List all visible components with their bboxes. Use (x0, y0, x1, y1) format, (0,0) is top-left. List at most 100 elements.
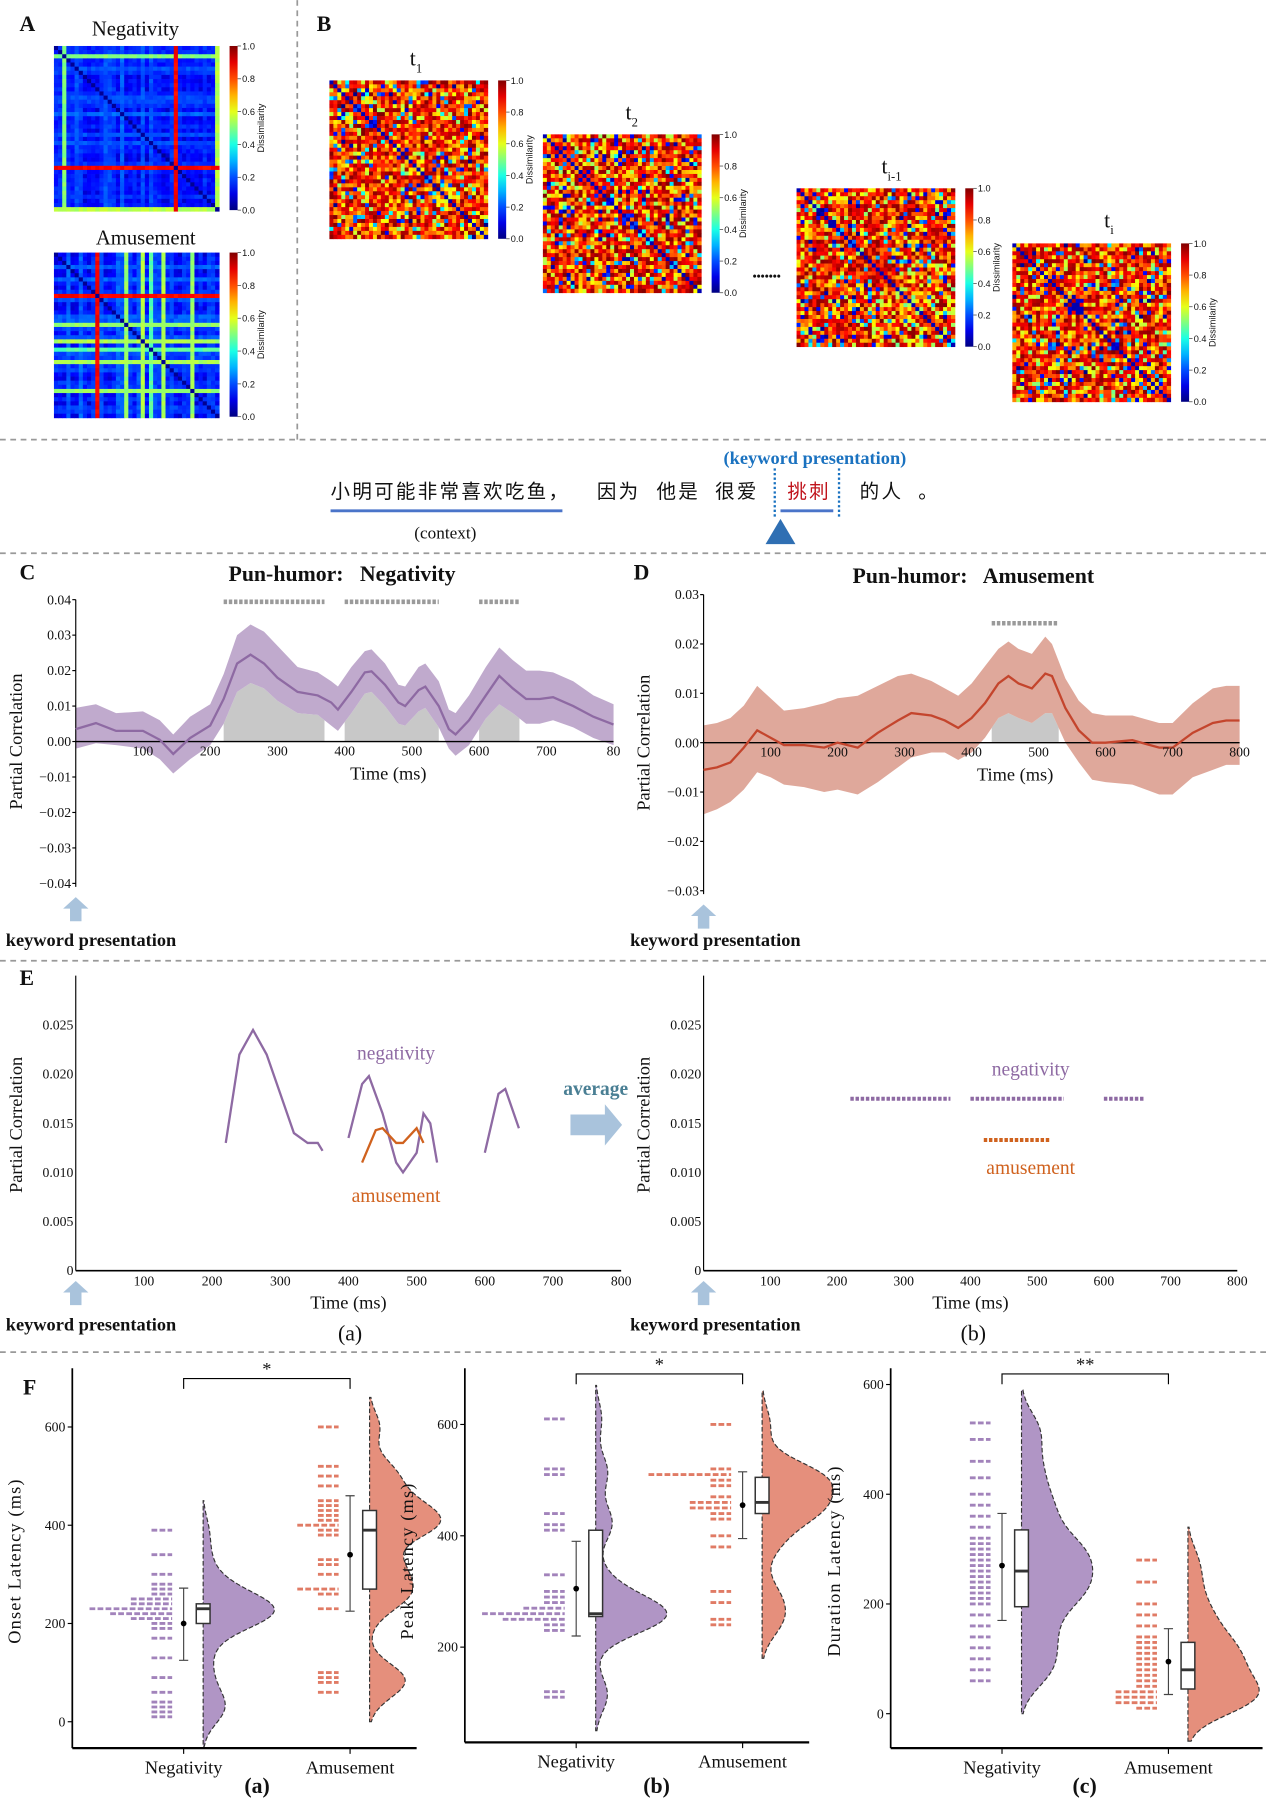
heatmap-cell (165, 347, 170, 353)
heatmap-cell (91, 318, 96, 324)
heatmap-cell (665, 134, 670, 139)
heatmap-cell (202, 124, 208, 129)
heatmap-cell (78, 318, 84, 324)
heatmap-cell (99, 62, 104, 67)
heatmap-cell (468, 100, 473, 105)
heatmap-cell (103, 397, 109, 402)
heatmap-cell (144, 153, 150, 158)
heatmap-cell (468, 199, 473, 204)
heatmap-cell (542, 138, 548, 143)
heatmap-cell (82, 128, 88, 134)
heatmap-cell (87, 289, 92, 295)
heatmap-cell (483, 104, 489, 109)
heatmap-cell (66, 112, 71, 117)
heatmap-cell (103, 95, 109, 101)
heatmap-cell (210, 149, 216, 154)
heatmap-cell (124, 178, 129, 183)
heatmap-cell (157, 50, 162, 55)
heatmap-cell (582, 146, 587, 151)
heatmap-cell (128, 145, 133, 150)
heatmap-cell (372, 100, 378, 105)
heatmap-cell (408, 215, 413, 220)
heatmap-cell (384, 116, 390, 121)
heatmap-cell (53, 91, 59, 96)
heatmap-cell (408, 179, 413, 184)
heatmap-cell (173, 347, 179, 353)
heatmap-cell (157, 388, 162, 394)
heatmap-cell (468, 203, 473, 208)
heatmap-cell (74, 355, 80, 361)
heatmap-cell (578, 134, 583, 139)
heatmap-cell (169, 45, 175, 51)
heatmap-cell (173, 264, 179, 270)
heatmap-cell (456, 203, 461, 208)
heatmap-cell (384, 112, 390, 117)
heatmap-cell (132, 364, 137, 369)
heatmap-cell (345, 88, 350, 93)
heatmap-cell (95, 174, 100, 179)
heatmap-cell (58, 190, 63, 196)
heatmap-cell (380, 100, 386, 105)
heatmap-cell (161, 132, 166, 138)
heatmap-cell (182, 70, 187, 76)
heatmap-cell (388, 120, 394, 125)
heatmap-cell (148, 289, 154, 295)
heatmap-cell (190, 322, 195, 328)
heatmap-cell (82, 331, 88, 336)
heatmap-cell (456, 195, 461, 200)
heatmap-cell (456, 127, 461, 133)
heatmap-cell (140, 397, 146, 402)
heatmap-cell (337, 151, 342, 156)
heatmap-cell (464, 104, 469, 109)
heatmap-cell (198, 409, 204, 415)
heatmap-cell (471, 80, 477, 85)
heatmap-cell (428, 195, 433, 200)
heatmap-cell (111, 372, 117, 377)
heatmap-cell (210, 306, 216, 311)
heatmap-cell (53, 298, 59, 303)
heatmap-cell (157, 45, 162, 51)
heatmap-cell (194, 393, 199, 398)
heatmap-cell (424, 108, 429, 113)
heatmap-cell (165, 202, 170, 208)
heatmap-cell (136, 136, 142, 142)
heatmap-cell (420, 203, 425, 208)
heatmap-cell (436, 163, 441, 168)
heatmap-cell (432, 143, 437, 149)
heatmap-cell (380, 112, 386, 117)
heatmap-cell (456, 108, 461, 113)
heatmap-cell (107, 66, 113, 72)
heatmap-cell (471, 88, 477, 93)
heatmap-cell (153, 145, 158, 150)
heatmap-cell (452, 230, 457, 236)
heatmap-cell (62, 165, 67, 171)
heatmap-cell (95, 409, 100, 415)
heatmap-cell (392, 183, 398, 188)
heatmap-cell (440, 80, 445, 85)
heatmap-cell (432, 167, 437, 172)
heatmap-cell (566, 146, 571, 151)
heatmap-cell (186, 182, 191, 187)
heatmap-cell (408, 230, 413, 236)
heatmap-cell (103, 318, 109, 324)
heatmap-cell (198, 306, 204, 311)
heatmap-cell (329, 230, 334, 236)
heatmap-cell (136, 103, 142, 109)
heatmap-cell (165, 331, 170, 336)
heatmap-cell (206, 198, 212, 204)
heatmap-cell (165, 207, 170, 212)
heatmap-cell (82, 347, 88, 353)
heatmap-cell (412, 234, 417, 240)
heatmap-cell (99, 45, 104, 51)
heatmap-cell (87, 45, 92, 51)
heatmap-cell (329, 127, 334, 133)
heatmap-cell (329, 147, 334, 153)
heatmap-cell (87, 364, 92, 369)
heatmap-cell (408, 199, 413, 204)
heatmap-cell (74, 397, 80, 402)
heatmap-cell (345, 135, 350, 141)
heatmap-cell (53, 157, 59, 163)
heatmap-cell (215, 186, 220, 191)
heatmap-cell (215, 124, 220, 129)
heatmap-cell (412, 88, 417, 93)
